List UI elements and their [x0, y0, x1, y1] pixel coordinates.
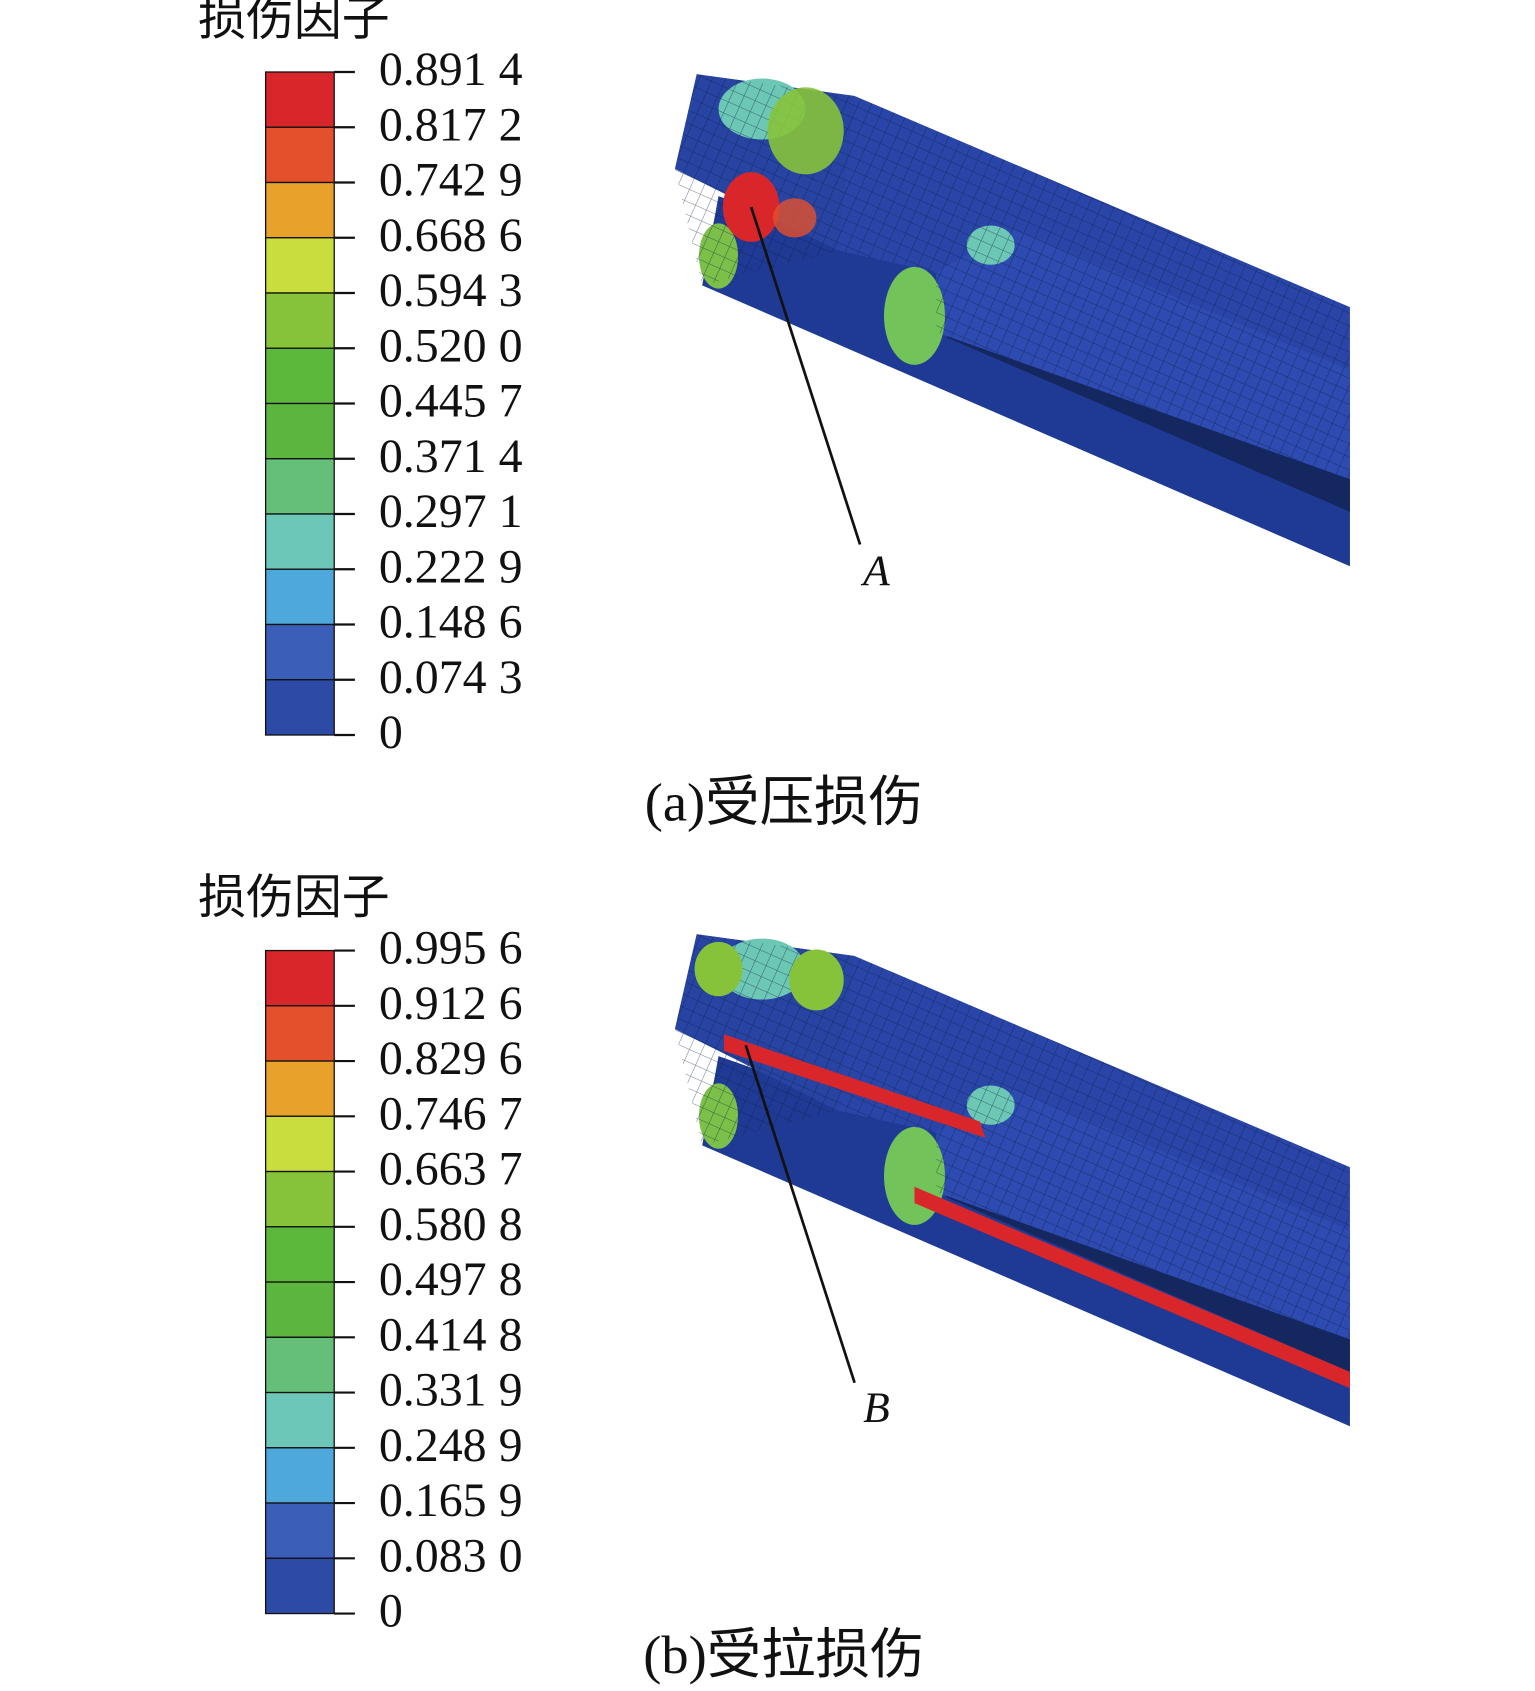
level-label: 0.445 7: [379, 375, 523, 428]
color-band: [264, 458, 335, 515]
level-label: 0.222 9: [379, 540, 523, 593]
color-band: [264, 949, 335, 1007]
legend-title: 损伤因子: [198, 872, 390, 925]
color-band: [264, 568, 335, 626]
level-label: 0.668 6: [379, 209, 523, 262]
level-label: 0.414 8: [379, 1308, 523, 1361]
level-label: 0.995 6: [379, 922, 523, 975]
level-label: 0.331 9: [379, 1364, 523, 1417]
level-label: 0.663 7: [379, 1143, 523, 1196]
level-label: 0.742 9: [379, 154, 523, 207]
color-band: [264, 1115, 335, 1173]
color-band: [264, 1170, 335, 1228]
mesh-b: [674, 934, 1350, 1427]
level-label: 0.817 2: [379, 98, 523, 151]
mesh-a: [674, 74, 1350, 567]
level-label: 0: [379, 706, 403, 759]
level-label: 0.829 6: [379, 1032, 523, 1085]
color-band: [264, 1502, 335, 1559]
level-label: 0.083 0: [379, 1529, 523, 1582]
level-label: 0.912 6: [379, 977, 523, 1030]
color-band: [264, 402, 335, 460]
color-band: [264, 292, 335, 349]
level-label: 0.746 7: [379, 1087, 523, 1140]
level-label: 0.594 3: [379, 264, 523, 317]
color-band: [264, 1226, 335, 1283]
color-band: [264, 1447, 335, 1504]
color-band: [264, 679, 335, 736]
color-band: [264, 1336, 335, 1394]
color-band: [264, 237, 335, 294]
level-label: 0.297 1: [379, 485, 523, 538]
color-band: [264, 623, 335, 681]
level-label: 0: [379, 1585, 403, 1638]
level-label: 0.371 4: [379, 430, 523, 483]
color-band: [264, 1005, 335, 1062]
level-label: 0.148 6: [379, 596, 523, 649]
marker-label: A: [860, 547, 890, 595]
level-label: 0.891 4: [379, 43, 523, 96]
level-label: 0.497 8: [379, 1253, 523, 1306]
level-label: 0.520 0: [379, 319, 523, 372]
level-label: 0.074 3: [379, 651, 523, 704]
leader-line: [744, 1044, 856, 1384]
leader-line: [749, 206, 862, 545]
caption: (a)受压损伤: [645, 771, 923, 832]
color-band: [264, 71, 335, 128]
color-band: [264, 1060, 335, 1117]
level-label: 0.580 8: [379, 1198, 523, 1251]
color-band: [264, 1557, 335, 1615]
level-label: 0.165 9: [379, 1474, 523, 1527]
level-label: 0.248 9: [379, 1419, 523, 1472]
legend-title: 损伤因子: [198, 0, 390, 46]
caption: (b)受拉损伤: [643, 1624, 924, 1685]
color-band: [264, 513, 335, 570]
color-band: [264, 126, 335, 184]
color-band: [264, 181, 335, 239]
color-band: [264, 347, 335, 405]
marker-label: B: [863, 1384, 890, 1432]
color-band: [264, 1281, 335, 1338]
color-band: [264, 1391, 335, 1449]
